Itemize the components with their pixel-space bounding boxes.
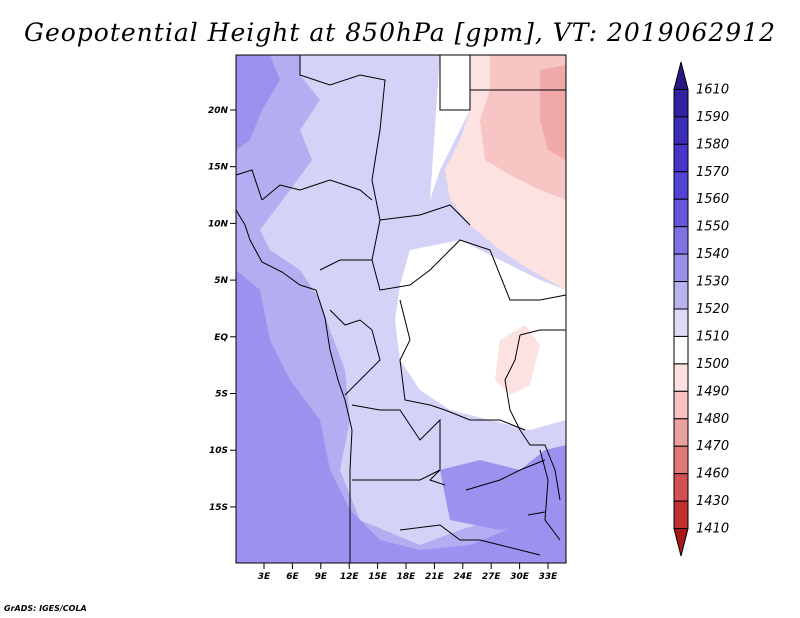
colorbar-label: 1490 [696,384,729,399]
colorbar-swatch [673,116,689,145]
lat-tick-label: 10S [209,446,228,456]
lon-tick-label: 6E [286,572,299,582]
colorbar-swatch [673,281,689,310]
lon-tick-label: 9E [315,572,328,582]
lat-tick-label: 15S [209,503,228,513]
colorbar-swatch [673,198,689,228]
colorbar-label: 1520 [696,302,729,317]
grads-credit: GrADS: IGES/COLA [4,604,87,613]
colorbar-label: 1470 [696,439,729,454]
colorbar-label: 1510 [696,329,729,344]
lat-tick-label: 20N [208,106,229,116]
lon-tick-label: 15E [368,572,388,582]
geopotential-field [236,55,566,563]
lon-tick-label: 12E [340,572,360,582]
colorbar-swatch [673,88,689,118]
colorbar-label: 1550 [696,220,729,235]
colorbar-swatch [673,335,689,365]
colorbar-label: 1460 [696,467,729,482]
colorbar-swatch [673,171,689,200]
lon-tick-label: 21E [425,572,445,582]
chart-title: Geopotential Height at 850hPa [gpm], VT:… [23,18,777,47]
latitude-axis: 20N 15N 10N 5N EQ 5S 10S 15S [208,106,236,513]
colorbar-label: 1590 [696,110,729,125]
field-northeast-max [540,65,566,160]
colorbar-swatch [673,500,689,530]
lat-tick-label: 15N [208,163,229,173]
colorbar-swatch [673,226,689,255]
colorbar-swatch [673,418,689,447]
field-southwest [236,270,566,563]
colorbar-label: 1410 [696,522,729,537]
lat-tick-label: 5N [214,276,228,286]
longitude-axis: 3E 6E 9E 12E 15E 18E 21E 24E 27E 30E 33E [258,563,558,582]
colorbar-label: 1610 [696,82,729,97]
colorbar-label: 1430 [696,494,729,509]
colorbar-swatch [673,253,689,283]
lon-tick-label: 3E [258,572,271,582]
field-northwest [236,55,280,150]
colorbar-swatch [673,473,689,502]
colorbar-swatch [673,308,689,337]
lon-tick-label: 24E [453,572,473,582]
colorbar-legend: 1610 1590 1580 1570 1560 1550 1540 1530 1520 1510… [673,61,729,557]
colorbar-label: 1560 [696,192,729,207]
lat-tick-label: EQ [214,333,228,343]
colorbar-bottom-arrow [673,528,689,557]
colorbar-swatch [673,390,689,420]
lon-tick-label: 18E [397,572,417,582]
lon-tick-label: 33E [539,572,559,582]
field-south-interior [440,445,566,530]
lon-tick-label: 30E [510,572,530,582]
colorbar-swatch [673,445,689,475]
colorbar-label: 1540 [696,247,729,262]
colorbar-swatch [673,143,689,173]
colorbar-swatch [673,363,689,392]
colorbar-label: 1500 [696,357,729,372]
map-frame [235,54,567,564]
country-boundaries [235,55,567,563]
colorbar-label: 1580 [696,137,729,152]
colorbar-label: 1480 [696,412,729,427]
lat-tick-label: 5S [215,390,228,400]
colorbar-label: 1570 [696,165,729,180]
colorbar-top-arrow [673,61,689,90]
lat-tick-label: 10N [208,219,229,229]
lon-tick-label: 27E [482,572,502,582]
colorbar-label: 1530 [696,275,729,290]
